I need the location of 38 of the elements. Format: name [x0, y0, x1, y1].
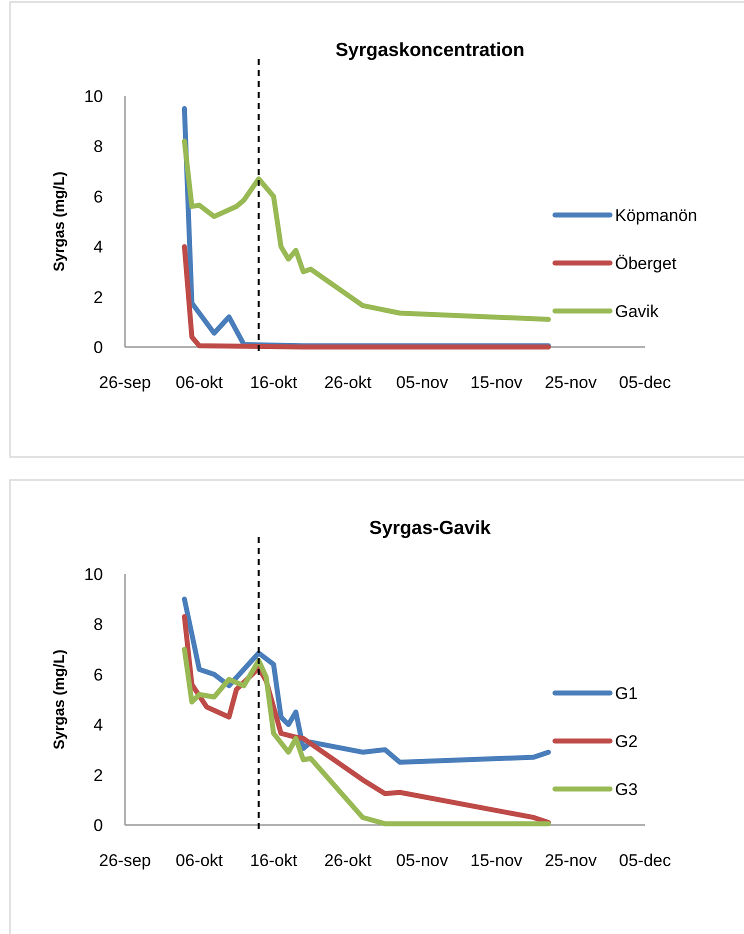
y-tick-label: 6 — [94, 665, 103, 684]
y-tick-label: 2 — [94, 288, 103, 307]
x-tick-label: 26-sep — [99, 851, 151, 870]
x-tick-label: 25-nov — [544, 851, 598, 870]
y-tick-label: 10 — [84, 86, 103, 106]
x-tick-label: 06-okt — [176, 851, 224, 870]
x-tick-label: 05-dec — [619, 373, 672, 392]
chart-title: Syrgas-Gavik — [369, 518, 492, 539]
legend-label: G3 — [615, 780, 638, 799]
x-tick-label: 26-okt — [324, 851, 372, 870]
y-tick-label: 0 — [94, 338, 103, 357]
y-tick-label: 0 — [94, 816, 103, 835]
x-tick-label: 25-nov — [544, 373, 598, 392]
x-tick-label: 16-okt — [250, 373, 298, 392]
x-tick-label: 26-okt — [324, 373, 372, 392]
legend-label: Öberget — [615, 254, 677, 273]
x-tick-label: 05-nov — [396, 373, 449, 392]
y-axis-title: Syrgas (mg/L) — [51, 171, 68, 272]
legend-label: G1 — [615, 684, 638, 703]
legend-label: G2 — [615, 732, 638, 751]
x-tick-label: 16-okt — [250, 851, 298, 870]
x-tick-label: 15-nov — [470, 373, 523, 392]
y-tick-label: 2 — [94, 766, 103, 785]
y-tick-label: 6 — [94, 187, 103, 206]
x-tick-label: 05-dec — [619, 851, 672, 870]
y-tick-label: 4 — [94, 716, 103, 735]
x-tick-label: 15-nov — [470, 851, 523, 870]
y-tick-label: 10 — [84, 564, 103, 584]
x-tick-label: 05-nov — [396, 851, 449, 870]
y-tick-label: 4 — [94, 238, 103, 257]
y-tick-label: 8 — [94, 615, 103, 634]
y-tick-label: 8 — [94, 137, 103, 156]
legend-label: Köpmanön — [615, 206, 698, 225]
y-axis-title: Syrgas (mg/L) — [51, 649, 68, 750]
x-tick-label: 26-sep — [99, 373, 151, 392]
legend-label: Gavik — [615, 302, 659, 321]
chart-title: Syrgaskoncentration — [336, 40, 524, 61]
x-tick-label: 06-okt — [176, 373, 224, 392]
